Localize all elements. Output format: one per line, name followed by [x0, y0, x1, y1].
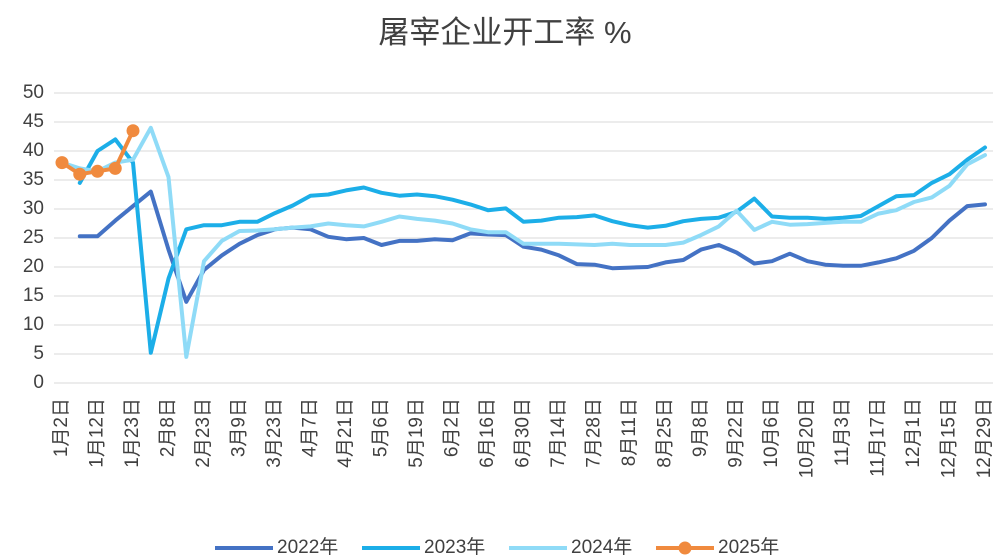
x-tick-label: 2月23日	[193, 398, 214, 468]
legend-label: 2023年	[424, 536, 485, 558]
x-tick-label: 2月8日	[158, 398, 179, 457]
x-tick-label: 8月11日	[619, 398, 640, 466]
y-tick-label: 5	[33, 343, 44, 364]
y-tick-label: 25	[23, 227, 44, 248]
y-tick-label: 40	[23, 140, 44, 161]
y-tick-label: 0	[33, 372, 44, 393]
x-tick-label: 1月23日	[122, 398, 143, 468]
x-tick-label: 5月19日	[406, 398, 427, 468]
series-line	[60, 125, 987, 359]
point	[126, 124, 140, 138]
legend-label: 2025年	[718, 536, 779, 558]
legend-label: 2024年	[571, 536, 632, 558]
x-tick-label: 12月29日	[974, 398, 995, 478]
x-tick-label: 3月9日	[229, 398, 250, 457]
x-tick-label: 9月22日	[726, 398, 747, 468]
x-tick-label: 4月21日	[335, 398, 356, 468]
legend-marker	[678, 541, 692, 555]
chart-title: 屠宰企业开工率 %	[378, 15, 631, 50]
x-tick-label: 10月6日	[761, 398, 782, 468]
x-tick-label: 6月30日	[513, 398, 534, 468]
x-tick-label: 12月1日	[903, 398, 924, 468]
y-tick-label: 45	[23, 111, 44, 132]
x-tick-label: 8月25日	[655, 398, 676, 468]
x-tick-label: 1月2日	[51, 398, 72, 457]
y-tick-label: 15	[23, 285, 44, 306]
x-tick-label: 11月17日	[868, 398, 889, 477]
x-tick-label: 6月2日	[442, 398, 463, 457]
series-line	[77, 189, 987, 304]
point	[55, 156, 69, 170]
x-tick-label: 1月12日	[87, 398, 108, 468]
x-tick-label: 4月7日	[300, 398, 321, 457]
point	[91, 164, 104, 178]
y-tick-label: 10	[23, 314, 44, 335]
point	[108, 161, 122, 175]
y-tick-label: 50	[23, 82, 44, 103]
y-tick-label: 35	[23, 169, 44, 190]
x-tick-label: 11月3日	[832, 398, 853, 466]
legend-label: 2022年	[277, 536, 338, 558]
x-tick-label: 5月6日	[371, 398, 392, 457]
x-tick-label: 6月16日	[477, 398, 498, 468]
x-tick-label: 7月28日	[584, 398, 605, 468]
point	[73, 167, 87, 181]
x-tick-label: 3月23日	[264, 398, 285, 468]
series-line	[77, 137, 987, 355]
x-tick-label: 7月14日	[548, 398, 569, 468]
y-tick-label: 30	[23, 198, 44, 219]
x-tick-label: 9月8日	[690, 398, 711, 457]
x-tick-label: 10月20日	[797, 398, 818, 478]
x-tick-label: 12月15日	[939, 398, 960, 478]
y-tick-label: 20	[23, 256, 44, 277]
